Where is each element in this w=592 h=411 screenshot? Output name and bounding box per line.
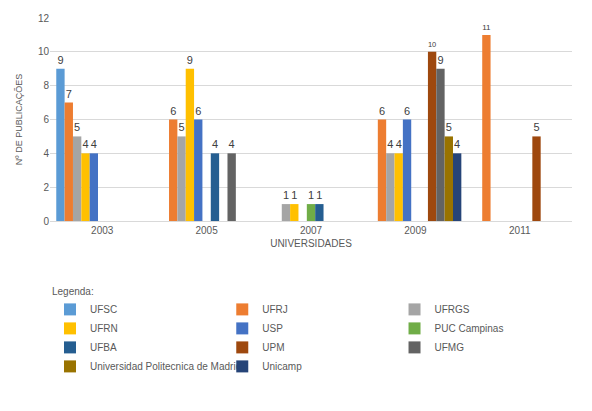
svg-text:UPM: UPM — [262, 342, 284, 353]
svg-text:4: 4 — [229, 138, 235, 150]
svg-text:4: 4 — [212, 138, 218, 150]
svg-text:0: 0 — [43, 216, 49, 227]
svg-text:UFSC: UFSC — [90, 304, 117, 315]
svg-text:UFRN: UFRN — [90, 323, 118, 334]
svg-text:2009: 2009 — [404, 225, 427, 236]
svg-text:2007: 2007 — [300, 225, 323, 236]
svg-text:8: 8 — [43, 80, 49, 91]
svg-text:4: 4 — [82, 138, 88, 150]
svg-text:2011: 2011 — [509, 225, 531, 236]
svg-text:9: 9 — [187, 54, 193, 66]
svg-text:6: 6 — [43, 114, 49, 125]
svg-text:10: 10 — [38, 46, 50, 57]
svg-text:9: 9 — [437, 54, 443, 66]
svg-text:5: 5 — [74, 121, 80, 133]
svg-text:UFMG: UFMG — [435, 342, 465, 353]
svg-text:UFRJ: UFRJ — [262, 304, 288, 315]
svg-text:11: 11 — [482, 23, 491, 32]
svg-text:4: 4 — [91, 138, 97, 150]
svg-text:4: 4 — [454, 138, 460, 150]
svg-text:10: 10 — [428, 40, 436, 49]
svg-text:1: 1 — [308, 189, 314, 201]
svg-text:4: 4 — [396, 138, 402, 150]
svg-text:2: 2 — [43, 182, 49, 193]
svg-text:6: 6 — [170, 105, 176, 117]
svg-text:UFBA: UFBA — [90, 342, 117, 353]
svg-text:6: 6 — [379, 105, 385, 117]
svg-text:Universidad Politecnica de Mad: Universidad Politecnica de Madrid — [90, 361, 241, 372]
svg-text:7: 7 — [66, 88, 72, 100]
svg-text:5: 5 — [446, 121, 452, 133]
svg-text:4: 4 — [387, 138, 393, 150]
svg-text:USP: USP — [262, 323, 283, 334]
svg-text:4: 4 — [43, 148, 49, 159]
svg-text:5: 5 — [178, 121, 184, 133]
svg-text:2005: 2005 — [195, 225, 218, 236]
svg-text:5: 5 — [533, 121, 539, 133]
svg-text:Legenda:: Legenda: — [52, 286, 94, 297]
svg-text:12: 12 — [38, 13, 50, 24]
svg-text:PUC Campinas: PUC Campinas — [435, 323, 504, 334]
svg-text:6: 6 — [404, 105, 410, 117]
svg-text:UNIVERSIDADES: UNIVERSIDADES — [270, 238, 352, 249]
svg-text:6: 6 — [195, 105, 201, 117]
svg-text:1: 1 — [283, 189, 289, 201]
svg-text:1: 1 — [291, 189, 297, 201]
svg-text:UFRGS: UFRGS — [435, 304, 470, 315]
svg-text:1: 1 — [316, 189, 322, 201]
svg-text:Nº DE PUBLICAÇÕES: Nº DE PUBLICAÇÕES — [14, 74, 24, 165]
svg-text:9: 9 — [57, 54, 63, 66]
svg-text:Unicamp: Unicamp — [262, 361, 302, 372]
svg-text:2003: 2003 — [91, 225, 114, 236]
